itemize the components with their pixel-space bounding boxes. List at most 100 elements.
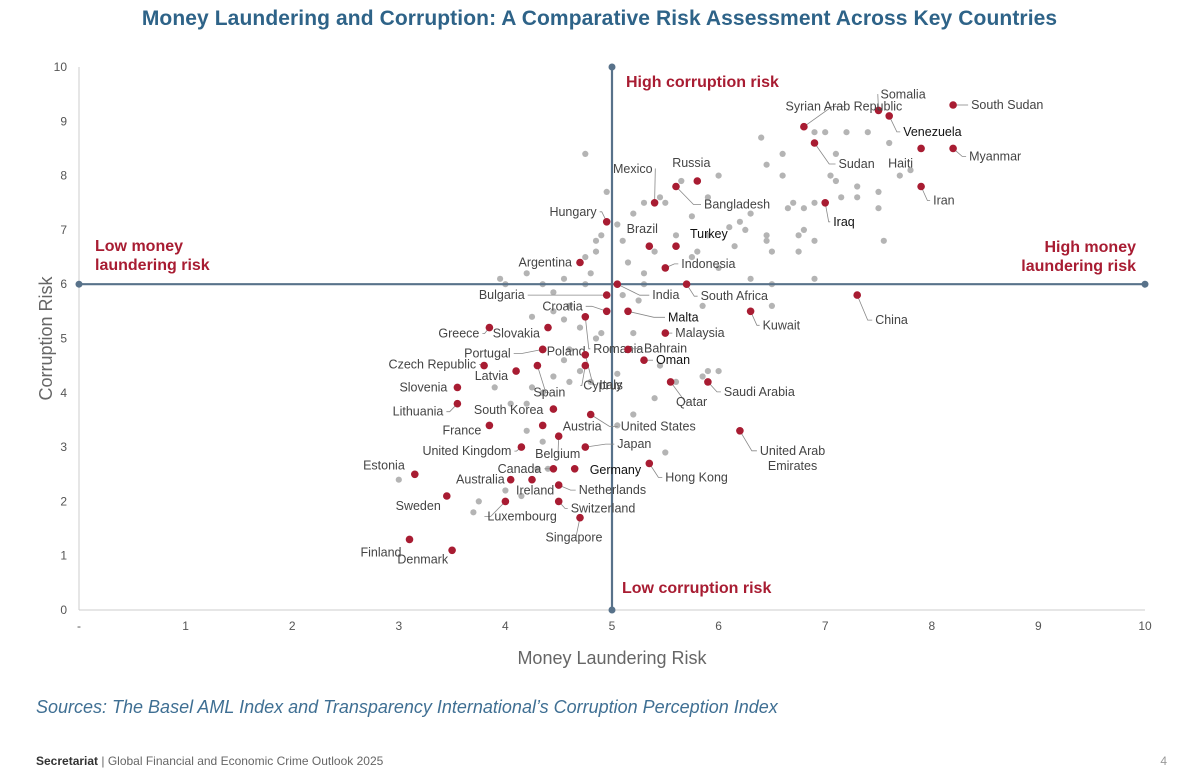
leader-line bbox=[750, 311, 760, 326]
data-point-other bbox=[640, 199, 648, 206]
footer-text: | Global Financial and Economic Crime Ou… bbox=[98, 754, 384, 768]
data-point-other bbox=[779, 150, 786, 157]
data-point-other bbox=[811, 129, 818, 136]
data-point-other bbox=[656, 362, 664, 369]
data-point-bangladesh bbox=[672, 182, 680, 191]
data-point-other bbox=[523, 270, 530, 277]
data-point-other bbox=[635, 297, 642, 304]
x-tick-label: 3 bbox=[395, 619, 402, 633]
point-label-south-korea: South Korea bbox=[474, 403, 544, 417]
point-label-portugal: Portugal bbox=[464, 346, 511, 360]
data-point-other bbox=[539, 438, 546, 445]
data-point-other bbox=[875, 188, 882, 195]
data-point-other bbox=[619, 292, 626, 299]
data-point-haiti bbox=[917, 144, 925, 153]
data-point-other bbox=[662, 449, 669, 456]
data-point-other bbox=[811, 199, 818, 206]
leader-line bbox=[585, 305, 607, 312]
point-label-iraq: Iraq bbox=[833, 215, 855, 229]
leader-line bbox=[707, 381, 721, 393]
reference-line-endpoint bbox=[1141, 280, 1149, 288]
leader-line bbox=[877, 94, 879, 111]
data-point-turkey bbox=[672, 242, 680, 250]
point-label-united-states: United States bbox=[621, 420, 696, 434]
footer: Secretariat | Global Financial and Econo… bbox=[36, 754, 383, 768]
data-point-other bbox=[502, 487, 509, 494]
point-label-bahrain: Bahrain bbox=[644, 341, 687, 355]
data-point-greece bbox=[485, 323, 494, 332]
data-point-other bbox=[715, 368, 722, 375]
data-point-other bbox=[507, 400, 514, 407]
data-point-other bbox=[550, 308, 557, 315]
data-point-cyprus bbox=[581, 361, 590, 370]
data-point-other bbox=[566, 302, 573, 309]
data-point-south-sudan bbox=[949, 101, 957, 109]
data-point-other bbox=[560, 275, 568, 282]
leader-line bbox=[513, 349, 543, 354]
point-label-france: France bbox=[442, 423, 481, 437]
data-point-malta bbox=[624, 307, 632, 316]
data-point-japan bbox=[581, 443, 590, 451]
point-label-denmark: Denmark bbox=[397, 552, 448, 566]
leader-line bbox=[557, 436, 560, 455]
data-point-south-korea bbox=[549, 405, 558, 413]
data-point-other bbox=[747, 210, 754, 217]
point-label-russia: Russia bbox=[672, 156, 710, 170]
data-point-denmark bbox=[448, 546, 456, 555]
data-point-other bbox=[678, 177, 685, 185]
data-point-slovenia bbox=[453, 383, 462, 392]
leader-line bbox=[627, 310, 665, 318]
point-label-canada: Canada bbox=[498, 462, 542, 476]
point-label-greece: Greece bbox=[438, 327, 479, 341]
point-label-netherlands: Netherlands bbox=[579, 483, 646, 497]
point-label-bangladesh: Bangladesh bbox=[704, 198, 770, 212]
data-point-estonia bbox=[411, 470, 419, 479]
data-point-hong-kong bbox=[645, 459, 654, 468]
x-tick-label: 4 bbox=[502, 619, 509, 633]
point-label-hungary: Hungary bbox=[549, 205, 597, 219]
point-label-malaysia: Malaysia bbox=[675, 326, 724, 340]
data-point-other bbox=[614, 370, 621, 377]
leader-line bbox=[584, 316, 591, 350]
leader-line bbox=[654, 168, 656, 203]
point-label-united-arab-emirates: United Arab Emirates bbox=[760, 444, 825, 473]
point-label-argentina: Argentina bbox=[518, 256, 572, 270]
y-tick-label: 5 bbox=[60, 332, 67, 346]
data-point-other bbox=[827, 172, 834, 179]
data-point-other bbox=[497, 275, 504, 282]
source-note: Sources: The Basel AML Index and Transpa… bbox=[36, 697, 778, 717]
reference-line-endpoint bbox=[608, 63, 616, 71]
data-point-other bbox=[843, 129, 850, 136]
point-label-germany: Germany bbox=[590, 463, 642, 477]
x-tick-label: 10 bbox=[1138, 619, 1152, 633]
point-label-belgium: Belgium bbox=[535, 447, 580, 461]
data-point-other bbox=[603, 188, 610, 195]
data-point-qatar bbox=[666, 378, 675, 386]
data-point-czech-republic bbox=[480, 361, 488, 370]
point-label-mexico: Mexico bbox=[613, 162, 653, 176]
data-point-oman bbox=[640, 356, 648, 365]
leader-line bbox=[484, 501, 506, 517]
data-point-australia bbox=[506, 475, 515, 484]
y-tick-label: 2 bbox=[60, 494, 67, 508]
data-point-other bbox=[662, 199, 669, 206]
point-label-switzerland: Switzerland bbox=[571, 501, 636, 515]
data-point-other bbox=[395, 476, 402, 483]
data-point-venezuela bbox=[885, 112, 893, 120]
data-point-other bbox=[875, 205, 882, 212]
data-point-sudan bbox=[810, 139, 819, 147]
data-point-other bbox=[534, 465, 541, 472]
quadrant-label: High corruption risk bbox=[626, 74, 779, 91]
point-label-china: China bbox=[875, 313, 908, 327]
data-point-argentina bbox=[576, 258, 584, 267]
data-point-austria bbox=[538, 421, 547, 430]
leader-line bbox=[558, 484, 576, 491]
data-point-other bbox=[672, 232, 680, 239]
data-point-other bbox=[736, 218, 744, 225]
data-point-other bbox=[475, 498, 482, 505]
data-point-other bbox=[550, 289, 557, 296]
point-label-syrian-arab-republic: Syrian Arab Republic bbox=[786, 100, 903, 114]
point-label-haiti: Haiti bbox=[888, 156, 913, 170]
page-title: Money Laundering and Corruption: A Compa… bbox=[141, 7, 1058, 30]
data-point-other bbox=[518, 492, 525, 500]
